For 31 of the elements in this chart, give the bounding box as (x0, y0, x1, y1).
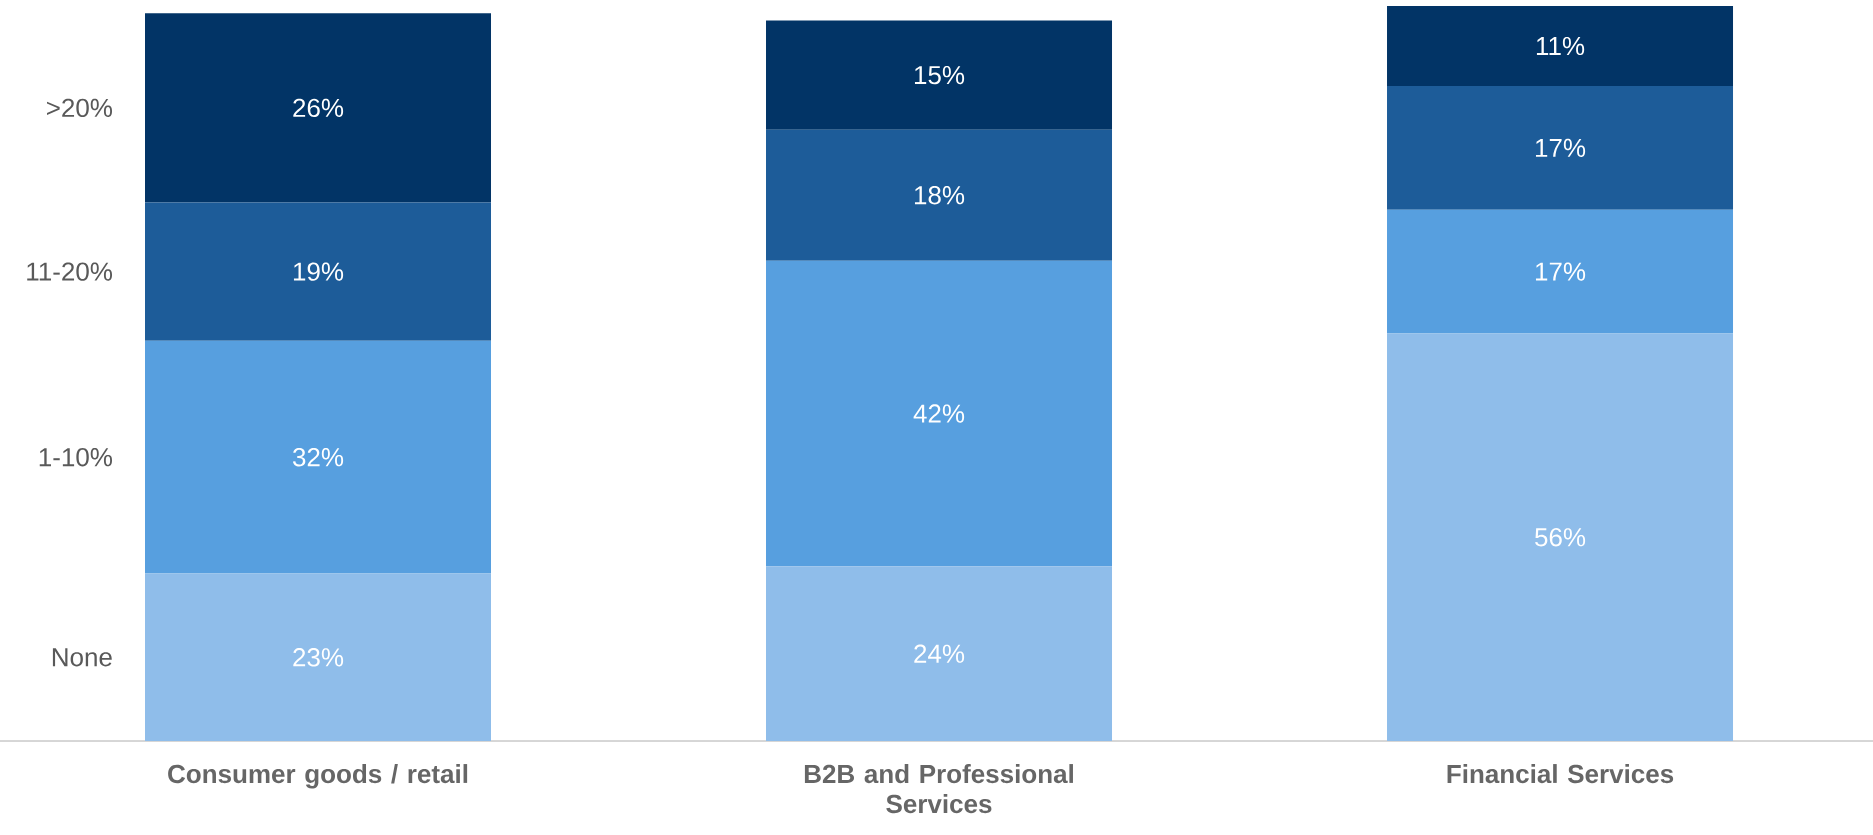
data-label: 11% (1536, 36, 1585, 56)
series-label: 11-20% (27, 262, 113, 281)
data-label: 15% (914, 65, 965, 85)
bar (145, 202, 492, 341)
data-label: 42% (913, 404, 965, 423)
data-label: 26% (293, 98, 344, 118)
bar (1387, 209, 1734, 334)
data-label: 23% (293, 648, 344, 667)
x-tick-label: B2B and Professional Services (804, 764, 1073, 814)
bar (766, 260, 1113, 567)
bar (766, 566, 1113, 741)
data-label: 32% (292, 447, 344, 467)
data-label: 19% (293, 262, 344, 281)
x-tick-label: Consumer goods / retail (168, 764, 468, 789)
bar (1387, 86, 1734, 210)
data-label: 17% (1535, 138, 1586, 157)
series-label: None (52, 648, 112, 667)
data-label: 17% (1535, 262, 1586, 281)
series-label: >20% (47, 98, 113, 118)
bar (1387, 333, 1734, 741)
bar (766, 129, 1113, 261)
data-label: 18% (914, 185, 965, 205)
bar (1387, 5, 1734, 87)
data-label: 24% (914, 644, 965, 663)
bar (766, 20, 1113, 130)
series-label: 1-10% (39, 447, 113, 467)
bar (145, 13, 492, 203)
data-label: 56% (1535, 528, 1586, 547)
bar (145, 573, 492, 741)
bar (145, 340, 492, 574)
x-tick-label: Financial Services (1447, 764, 1674, 784)
